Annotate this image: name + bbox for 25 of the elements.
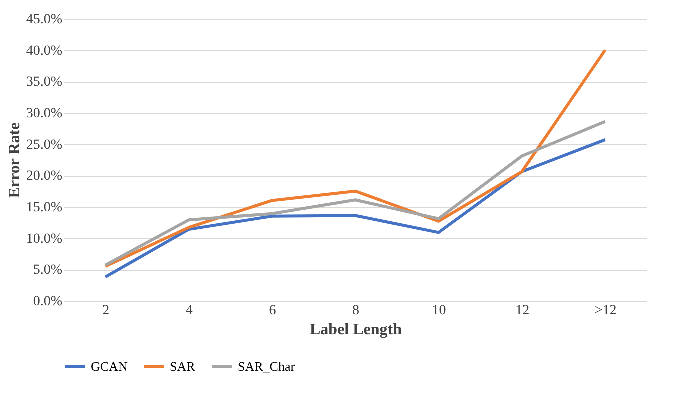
- x-tick-label: 6: [269, 304, 276, 318]
- line-series: [104, 120, 607, 267]
- x-tick-label: >12: [594, 304, 617, 318]
- line-series: [104, 138, 607, 279]
- y-axis-title: Error Rate: [6, 122, 24, 198]
- y-tick-label: 30.0%: [26, 106, 63, 122]
- y-tick-label: 25.0%: [26, 138, 63, 153]
- x-tick-label: 8: [352, 304, 360, 318]
- legend-label: GCAN: [91, 358, 128, 374]
- y-tick-label: 10.0%: [26, 232, 63, 247]
- x-axis-title: Label Length: [310, 322, 402, 338]
- y-tick-label: 40.0%: [26, 44, 63, 59]
- x-tick-label: 2: [102, 304, 110, 318]
- y-tick-label: 15.0%: [26, 200, 63, 216]
- line-series: [104, 48, 607, 268]
- legend-label: SAR_Char: [238, 358, 296, 374]
- y-tick-label: 20.0%: [26, 169, 63, 184]
- y-tick-label: 35.0%: [26, 75, 63, 90]
- y-tick-label: 0.0%: [33, 294, 63, 310]
- x-tick-label: 4: [186, 304, 193, 318]
- legend-label: SAR: [170, 358, 196, 374]
- y-tick-label: 45.0%: [26, 12, 63, 28]
- x-tick-label: 10: [432, 304, 446, 318]
- y-tick-label: 5.0%: [33, 263, 63, 278]
- x-tick-label: 12: [516, 304, 530, 318]
